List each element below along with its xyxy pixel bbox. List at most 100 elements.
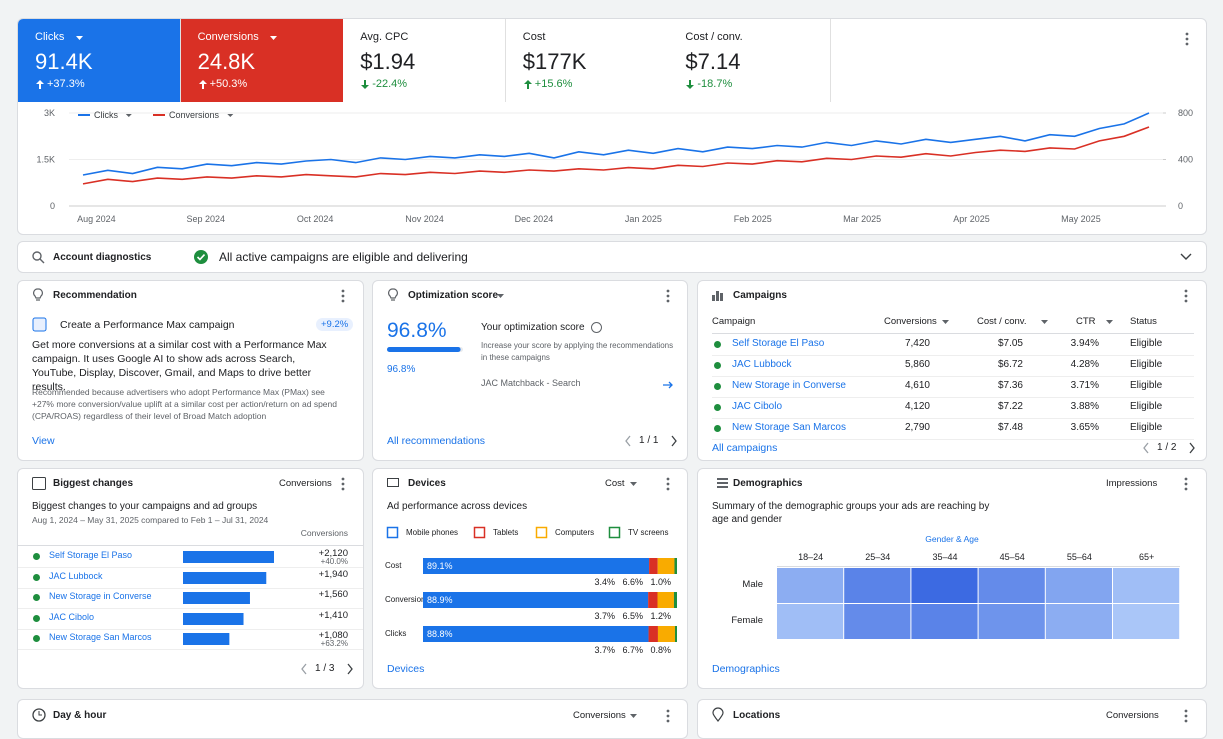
column-header[interactable]: Cost / conv. [977, 316, 1027, 327]
dot [341, 299, 345, 303]
y2-tick-label: 400 [1178, 155, 1193, 165]
dropdown-caret [1041, 320, 1048, 324]
legend-item[interactable]: Clicks [78, 110, 132, 120]
change-value: +2,120 [318, 548, 348, 559]
diagnostics-card[interactable]: Account diagnostics All active campaigns … [17, 241, 1207, 273]
campaign-link[interactable]: JAC Lubbock [732, 359, 792, 370]
scorecard[interactable]: Cost $177K +15.6% [505, 19, 669, 102]
heat-cell [1113, 604, 1180, 639]
footer-link[interactable]: Devices [387, 663, 425, 675]
row-link[interactable]: JAC Cibolo [49, 611, 95, 622]
prev-button[interactable] [1143, 442, 1149, 454]
more-menu[interactable] [341, 289, 345, 303]
scorecard[interactable]: Avg. CPC $1.94 -22.4% [343, 19, 507, 102]
row-rule [18, 608, 363, 609]
prev-button[interactable] [625, 435, 631, 447]
legend-item[interactable]: Conversions [153, 110, 234, 120]
scorecard[interactable]: Clicks 91.4K +37.3% [18, 19, 181, 102]
more-menu[interactable] [1184, 477, 1188, 491]
metric-select[interactable]: Conversions [279, 478, 332, 489]
view-link[interactable]: View [32, 435, 55, 447]
line [717, 478, 728, 480]
more-menu[interactable] [666, 709, 670, 723]
caret [942, 320, 949, 324]
bar-segment [674, 558, 677, 574]
metric-select[interactable]: Cost [605, 478, 625, 489]
next-button[interactable] [1189, 442, 1195, 454]
campaign-link[interactable]: New Storage San Marcos [732, 422, 846, 433]
bar-segment [657, 592, 674, 608]
expand-chevron [1180, 253, 1192, 260]
status-text: All active campaigns are eligible and de… [219, 250, 468, 264]
scorecard-value: $177K [522, 49, 587, 74]
card-title[interactable]: Optimization score [408, 290, 499, 301]
row-link[interactable]: New Storage San Marcos [49, 632, 152, 642]
scorecard-label: Conversions [197, 31, 259, 43]
campaign-link[interactable]: New Storage in Converse [732, 380, 846, 391]
chevron [1180, 253, 1192, 260]
y-tick-label: 1.5K [36, 155, 55, 165]
column-header[interactable]: CTR [1076, 316, 1096, 327]
scorecard-label: Avg. CPC [360, 31, 409, 43]
score-link[interactable]: 96.8% [387, 364, 416, 375]
all-link[interactable]: All recommendations [387, 435, 486, 447]
prev-button[interactable] [301, 663, 307, 675]
dot [33, 614, 40, 622]
row-link[interactable]: Self Storage El Paso [49, 550, 133, 560]
bar-icon [712, 291, 723, 301]
bar-segment [648, 592, 658, 608]
more-menu[interactable] [666, 289, 670, 303]
scorecard[interactable]: Cost / conv. $7.14 -18.7% [668, 19, 832, 102]
footer-link[interactable]: Demographics [712, 663, 780, 675]
cell: Eligible [1130, 422, 1163, 433]
row-link[interactable]: JAC Lubbock [49, 570, 103, 581]
subtitle: Summary of the demographic groups your a… [712, 501, 990, 525]
all-link[interactable]: All campaigns [712, 442, 778, 454]
change-value: +1,080 [318, 630, 348, 641]
bar-segment [657, 626, 675, 642]
line [717, 486, 728, 488]
cell: 2,790 [904, 422, 930, 433]
arrow [663, 381, 673, 389]
more-menu[interactable] [1184, 289, 1188, 303]
row-rule [18, 649, 363, 650]
metric-select[interactable]: Conversions [573, 710, 626, 721]
bar-area [183, 612, 244, 625]
bar [716, 291, 719, 301]
row-rule [712, 376, 1194, 377]
change-value: +1,410 [318, 609, 348, 621]
age-label: 65+ [1138, 552, 1155, 562]
pin [712, 707, 724, 722]
next-button[interactable] [671, 435, 677, 447]
x-tick-label: Mar 2025 [843, 214, 881, 224]
arrow-icon [663, 381, 673, 389]
more-menu[interactable] [1185, 32, 1189, 46]
campaign-link[interactable]: Self Storage El Paso [732, 338, 825, 349]
x-tick-label: Apr 2025 [953, 214, 990, 224]
more-menu[interactable] [341, 477, 345, 491]
metric-select[interactable]: Conversions [1106, 710, 1159, 721]
dot [714, 341, 721, 348]
demographics-card: Demographics Impressions Summary of the de… [697, 468, 1207, 689]
cell: 3.88% [1070, 401, 1099, 412]
more-menu[interactable] [666, 477, 670, 491]
metric-select[interactable]: Impressions [1106, 478, 1158, 489]
device-icon [387, 478, 399, 487]
next-button[interactable] [347, 663, 353, 675]
locations-card: Locations Conversions [697, 699, 1207, 739]
campaign-link[interactable]: JAC Cibolo [732, 401, 783, 412]
column-header[interactable]: Conversions [884, 316, 937, 327]
change-bar [183, 592, 250, 604]
scorecard-value: 91.4K [35, 49, 93, 74]
heat-cell [844, 604, 911, 639]
y-tick-label: 0 [50, 201, 55, 211]
more-menu[interactable] [1184, 709, 1188, 723]
scorecard[interactable]: Conversions 24.8K +50.3% [180, 19, 344, 102]
age-label: 45–54 [999, 552, 1025, 562]
change-percent: +63.2% [320, 639, 348, 648]
campaign-link[interactable]: JAC Matchback - Search [481, 378, 581, 388]
axis-title: Gender & Age [925, 534, 979, 544]
legend-label: Clicks [94, 110, 118, 120]
row-link[interactable]: New Storage in Converse [49, 591, 152, 601]
